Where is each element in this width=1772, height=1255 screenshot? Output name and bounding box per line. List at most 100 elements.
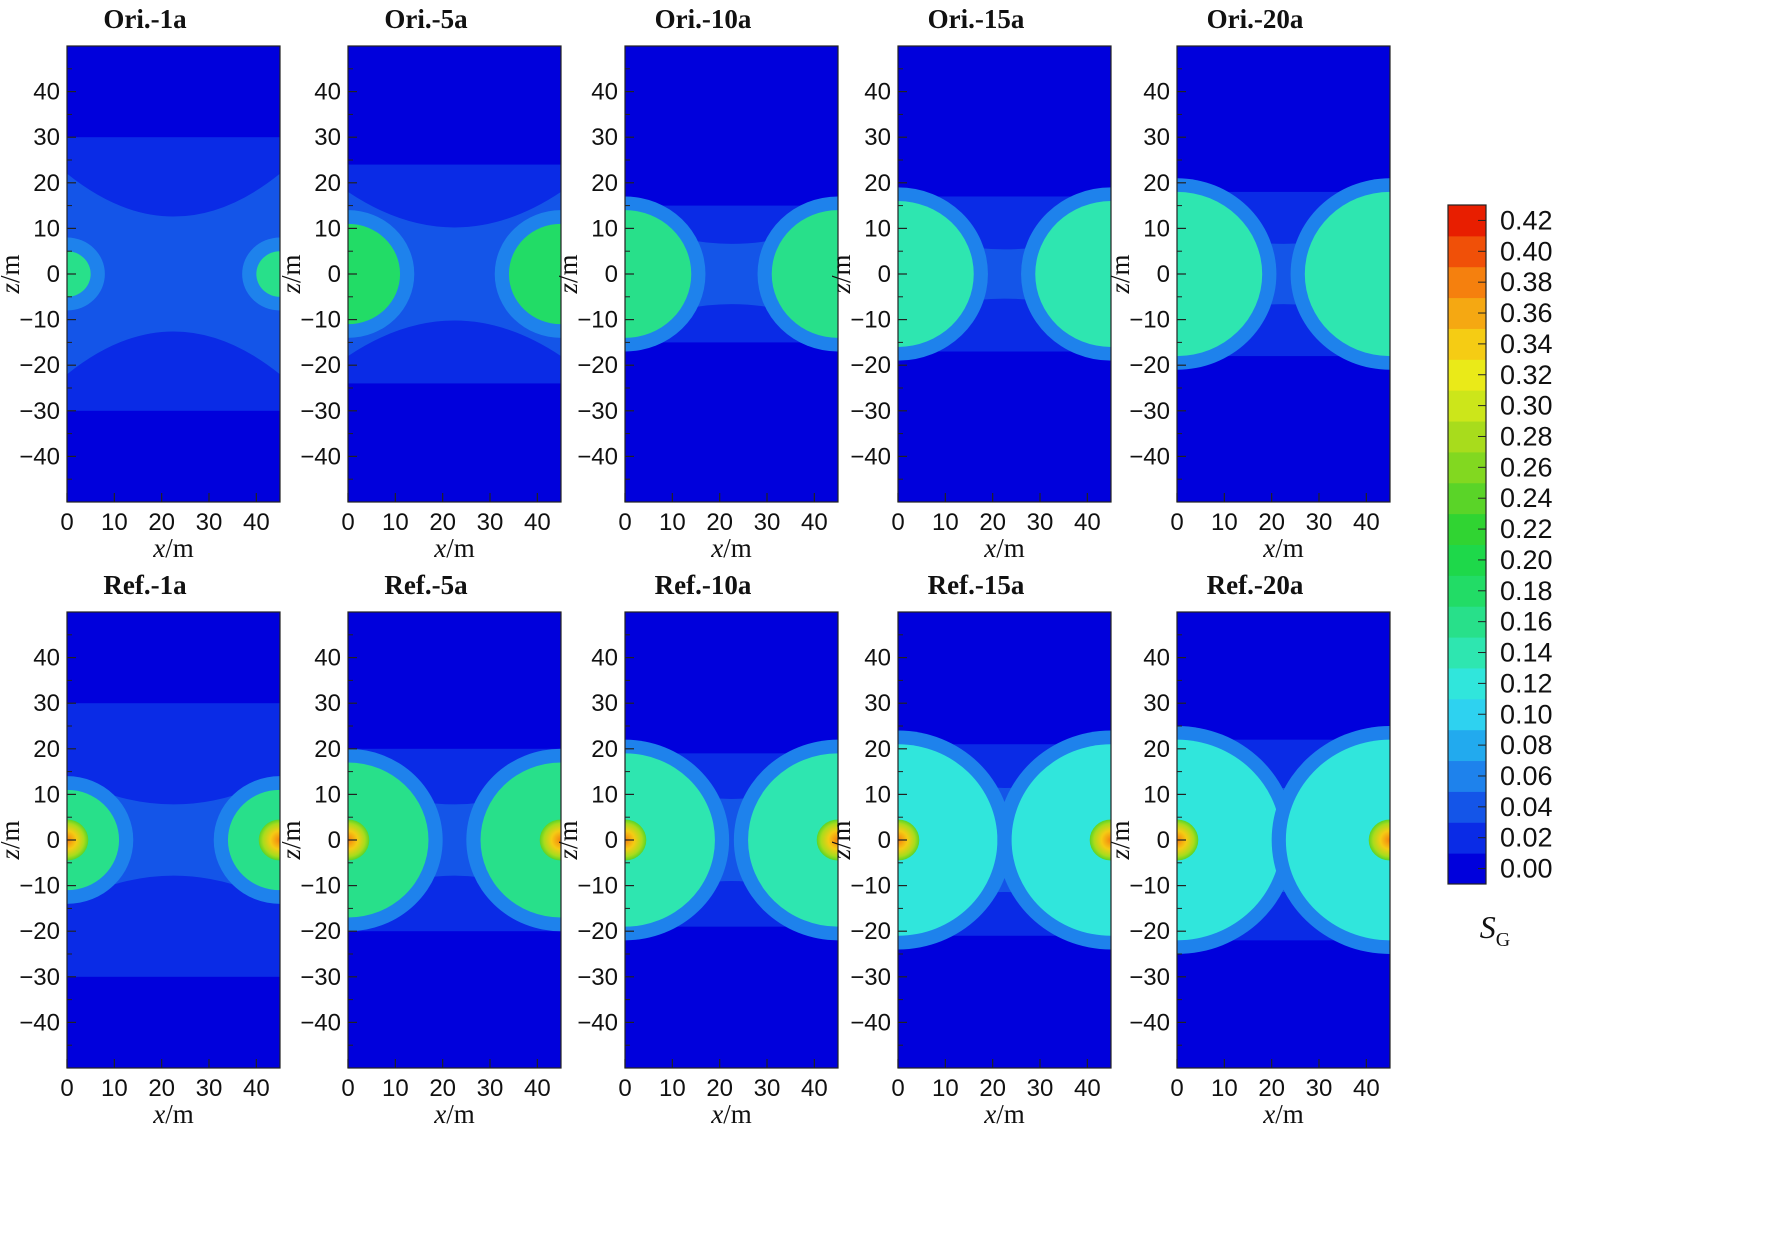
z-tick-label: 0 <box>328 827 341 854</box>
x-tick-label: 20 <box>148 1075 175 1102</box>
z-axis-label: z/m <box>1105 254 1135 294</box>
colorbar-tick-label: 0.14 <box>1500 638 1553 668</box>
z-tick-label: −40 <box>300 1009 341 1036</box>
panel-title: Ref.-5a <box>384 570 468 600</box>
gas-plume <box>67 789 120 891</box>
z-tick-label: −30 <box>577 964 618 991</box>
panel-title: Ori.-10a <box>655 4 752 34</box>
x-tick-label: 20 <box>979 509 1006 536</box>
colorbar-tick-label: 0.20 <box>1500 545 1553 575</box>
z-tick-label: −10 <box>300 307 341 334</box>
panel: 40 30 20 10 0 −10 −20 −30 −40 0 10 20 30 40 x/m z/m Ref.… <box>826 570 1112 1129</box>
z-tick-label: −40 <box>300 443 341 470</box>
panel-title: Ori.-15a <box>928 4 1025 34</box>
z-axis-label: z/m <box>276 820 306 860</box>
x-tick-label: 10 <box>659 1075 686 1102</box>
x-tick-label: 40 <box>1074 1075 1101 1102</box>
z-tick-label: 20 <box>33 170 60 197</box>
z-tick-label: 10 <box>1143 781 1170 808</box>
contour-field <box>1177 46 1390 502</box>
z-tick-label: 10 <box>314 781 341 808</box>
z-tick-label: 0 <box>328 261 341 288</box>
z-tick-label: 20 <box>1143 736 1170 763</box>
z-tick-label: −20 <box>300 352 341 379</box>
z-tick-label: 0 <box>878 827 891 854</box>
z-tick-label: −20 <box>577 352 618 379</box>
x-tick-label: 0 <box>341 509 354 536</box>
x-tick-label: 30 <box>477 509 504 536</box>
x-tick-label: 40 <box>243 509 270 536</box>
colorbar-tick-label: 0.38 <box>1500 267 1553 297</box>
z-tick-label: 0 <box>605 827 618 854</box>
colorbar-tick-label: 0.26 <box>1500 452 1553 482</box>
x-tick-label: 0 <box>1170 509 1183 536</box>
x-axis-label: x/m <box>1262 1099 1304 1129</box>
colorbar: 0.000.020.040.060.080.100.120.140.160.18… <box>1447 204 1553 951</box>
z-tick-label: −30 <box>850 398 891 425</box>
z-tick-label: −10 <box>577 307 618 334</box>
z-tick-label: −10 <box>19 307 60 334</box>
z-tick-label: −40 <box>1129 443 1170 470</box>
x-tick-label: 10 <box>1211 1075 1238 1102</box>
x-tick-label: 20 <box>706 509 733 536</box>
z-tick-label: 40 <box>1143 79 1170 106</box>
x-tick-label: 40 <box>1353 509 1380 536</box>
z-axis-label: z/m <box>276 254 306 294</box>
z-tick-label: −10 <box>1129 307 1170 334</box>
x-tick-label: 40 <box>1353 1075 1380 1102</box>
z-tick-label: 40 <box>591 645 618 672</box>
x-tick-label: 0 <box>60 509 73 536</box>
x-axis-label: x/m <box>152 1099 194 1129</box>
z-tick-label: 10 <box>591 781 618 808</box>
gas-plume <box>1285 739 1390 941</box>
x-tick-label: 10 <box>659 509 686 536</box>
x-tick-label: 10 <box>101 1075 128 1102</box>
x-tick-label: 30 <box>1306 1075 1333 1102</box>
gas-plume <box>771 210 838 338</box>
x-tick-label: 40 <box>243 1075 270 1102</box>
z-tick-label: −10 <box>19 873 60 900</box>
x-axis-label: x/m <box>433 1099 475 1129</box>
colorbar-tick-label: 0.10 <box>1500 699 1553 729</box>
z-tick-label: 40 <box>591 79 618 106</box>
colorbar-tick-label: 0.28 <box>1500 421 1553 451</box>
panel-title: Ref.-20a <box>1207 570 1304 600</box>
z-tick-label: 20 <box>314 170 341 197</box>
gas-plume <box>227 789 280 891</box>
colorbar-tick-label: 0.06 <box>1500 761 1553 791</box>
z-tick-label: 10 <box>314 215 341 242</box>
z-tick-label: 30 <box>591 124 618 151</box>
x-tick-label: 10 <box>382 1075 409 1102</box>
x-tick-label: 40 <box>801 1075 828 1102</box>
x-axis-label: x/m <box>433 533 475 563</box>
z-tick-label: −30 <box>19 398 60 425</box>
gas-plume <box>625 753 715 927</box>
colorbar-tick-label: 0.04 <box>1500 792 1553 822</box>
z-tick-label: 30 <box>864 124 891 151</box>
colorbar-tick-label: 0.24 <box>1500 483 1553 513</box>
contour-field <box>1177 612 1390 1068</box>
z-tick-label: 30 <box>33 124 60 151</box>
z-tick-label: −20 <box>1129 918 1170 945</box>
gas-plume <box>1304 191 1390 357</box>
x-tick-label: 0 <box>618 1075 631 1102</box>
x-tick-label: 10 <box>1211 509 1238 536</box>
x-tick-label: 40 <box>801 509 828 536</box>
x-axis-label: x/m <box>1262 533 1304 563</box>
colorbar-tick-label: 0.40 <box>1500 236 1553 266</box>
z-tick-label: −40 <box>1129 1009 1170 1036</box>
gas-plume <box>348 223 401 325</box>
x-tick-label: 40 <box>524 509 551 536</box>
x-tick-label: 30 <box>754 1075 781 1102</box>
x-tick-label: 30 <box>196 509 223 536</box>
contour-field <box>67 46 280 502</box>
contour-field <box>898 46 1111 502</box>
z-tick-label: 40 <box>33 645 60 672</box>
x-tick-label: 0 <box>341 1075 354 1102</box>
plume-core <box>1089 819 1111 861</box>
colorbar-label: SG <box>1480 909 1510 951</box>
colorbar-tick-label: 0.16 <box>1500 607 1553 637</box>
z-axis-label: z/m <box>553 254 583 294</box>
contour-field <box>348 46 561 502</box>
x-tick-label: 20 <box>706 1075 733 1102</box>
